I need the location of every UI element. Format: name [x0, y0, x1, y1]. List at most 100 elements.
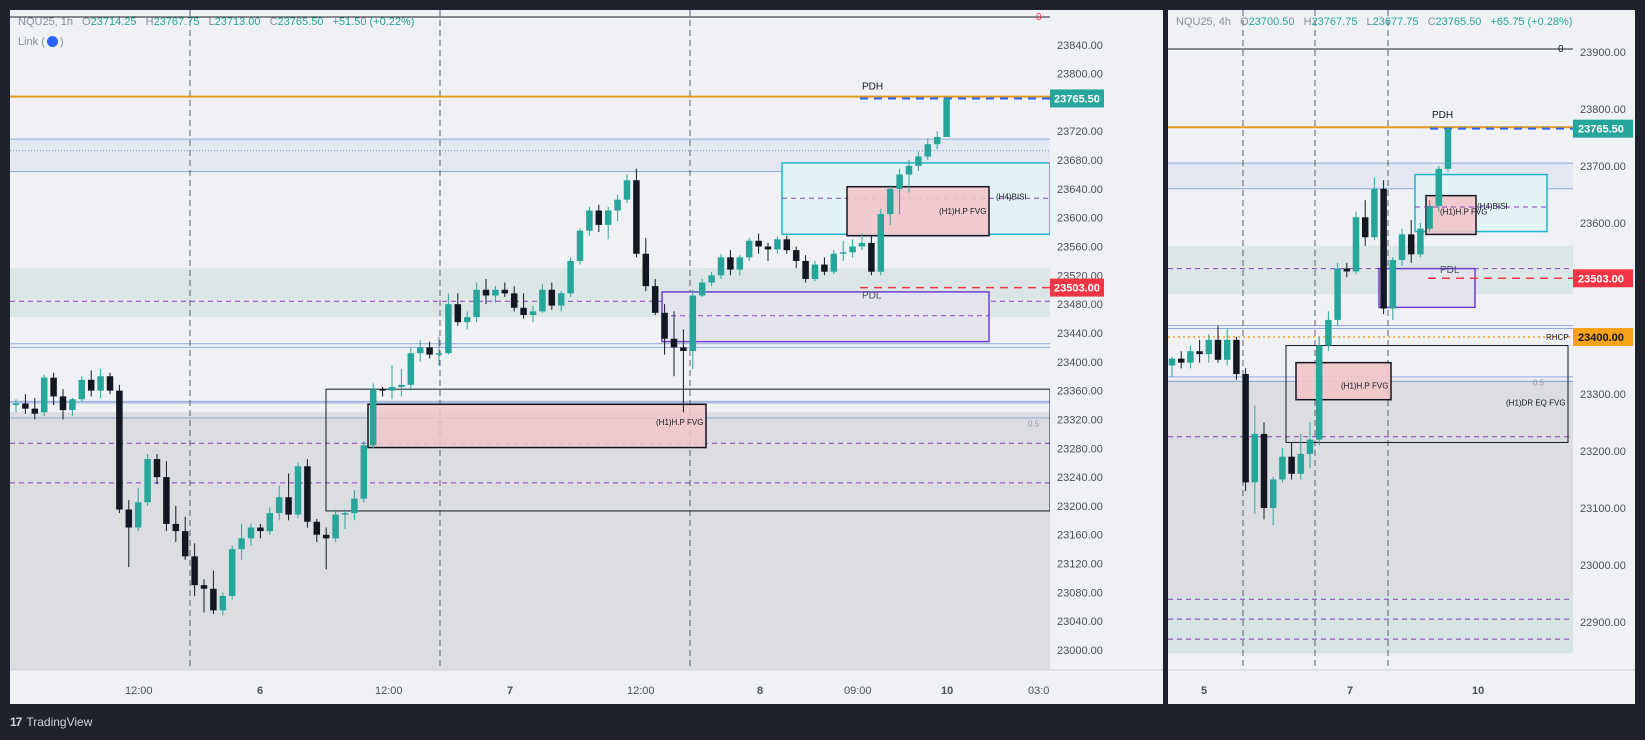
- last-price-tag: [1573, 119, 1633, 138]
- candle: [877, 214, 885, 272]
- candle: [1242, 374, 1249, 483]
- candle: [1407, 234, 1415, 255]
- candle: [388, 387, 396, 391]
- candle: [670, 338, 678, 348]
- candle: [548, 289, 556, 306]
- candle: [31, 408, 39, 414]
- symbol-label[interactable]: NQU25, 4h: [1176, 16, 1232, 28]
- candle: [736, 257, 744, 270]
- price-tick: 23080.00: [1057, 587, 1103, 599]
- price-chart-1h[interactable]: 0 (H1)H.P FVG (H4)BISI (H1)H.P FVG PDL 0.5 PDH…: [10, 10, 1163, 704]
- time-tick: 09:00: [844, 685, 872, 697]
- close-key: C: [269, 16, 278, 28]
- fvg-box-upper: [846, 185, 990, 237]
- candle: [811, 264, 819, 279]
- candle: [1371, 188, 1378, 238]
- candle: [22, 403, 29, 409]
- candle: [774, 239, 781, 250]
- price-tick: 23600.00: [1580, 218, 1626, 230]
- candle: [1315, 345, 1323, 440]
- candle: [1177, 358, 1185, 363]
- price-tick: 23040.00: [1057, 616, 1103, 628]
- link-dot-icon[interactable]: [46, 36, 58, 47]
- price-tick: 23100.00: [1580, 503, 1626, 515]
- pdl-price-label: 23503.00: [1578, 273, 1624, 285]
- candle: [435, 353, 443, 355]
- chart-pane-1h[interactable]: 0 (H1)H.P FVG (H4)BISI (H1)H.P FVG PDL 0.5 PDH…: [10, 10, 1163, 704]
- price-tick: 23900.00: [1580, 47, 1626, 59]
- link-toggle[interactable]: Link (): [18, 36, 64, 48]
- candle: [238, 538, 245, 550]
- candle: [933, 137, 941, 145]
- candle: [1380, 188, 1387, 309]
- candle: [454, 304, 462, 323]
- low-key: L: [208, 16, 215, 28]
- low-value: 23677.75: [1372, 16, 1419, 28]
- price-tick: 23440.00: [1057, 328, 1103, 340]
- tradingview-logo-icon: 17: [10, 715, 22, 729]
- equilibrium-zone: [1168, 245, 1573, 295]
- price-axis-bg: [1050, 10, 1163, 704]
- price-tick: 23000.00: [1580, 560, 1626, 572]
- candle: [1398, 234, 1406, 261]
- low-value: 23713.00: [214, 16, 261, 28]
- time-tick: 03:0: [1028, 685, 1049, 697]
- candle: [792, 250, 800, 261]
- symbol-label[interactable]: NQU25, 1h: [18, 16, 74, 28]
- candle: [313, 521, 321, 535]
- brand-label: TradingView: [26, 715, 93, 729]
- candle: [294, 466, 302, 515]
- time-tick: 6: [257, 685, 263, 697]
- price-chart-4h[interactable]: 0 RHCP (H1)DR EQ FVG (H1)H.P FVG PDL (H4)BISI…: [1168, 10, 1635, 704]
- discount-zone: [10, 412, 1050, 687]
- chart-pane-4h[interactable]: 0 RHCP (H1)DR EQ FVG (H1)H.P FVG PDL (H4)BISI…: [1168, 10, 1635, 704]
- candle: [1417, 228, 1424, 255]
- candle: [228, 549, 236, 596]
- price-tick: 23700.00: [1580, 161, 1626, 173]
- candle: [116, 390, 123, 510]
- price-tick: 23560.00: [1057, 242, 1103, 254]
- footer-brand[interactable]: 17 TradingView: [10, 712, 92, 732]
- fvg-box-lower: [367, 403, 707, 449]
- open-value: 23714.25: [90, 16, 137, 28]
- fvg-box: [1295, 361, 1392, 401]
- candle: [943, 98, 950, 138]
- time-tick: 10: [941, 685, 953, 697]
- price-tick: 23840.00: [1057, 40, 1103, 52]
- candle: [106, 376, 114, 391]
- candle: [1205, 339, 1213, 355]
- link-label: Link (: [18, 36, 45, 48]
- candle: [905, 165, 913, 175]
- candle: [482, 289, 490, 296]
- candle: [1325, 319, 1332, 346]
- time-axis-bg: [10, 670, 1163, 704]
- price-tick: 23720.00: [1057, 126, 1103, 138]
- price-tick: 23360.00: [1057, 386, 1103, 398]
- candle: [915, 156, 922, 166]
- price-tick: 23480.00: [1057, 299, 1103, 311]
- pdl-label: PDL: [862, 290, 882, 301]
- fvg-small-box: [1425, 194, 1477, 236]
- candle: [651, 286, 659, 313]
- candle: [745, 240, 753, 258]
- change-value: +51.50 (+0.22%): [332, 16, 415, 28]
- candle: [614, 199, 621, 211]
- close-value: 23765.50: [277, 16, 324, 28]
- pdl-box: [661, 291, 990, 343]
- candle: [134, 502, 142, 528]
- candle: [163, 477, 170, 524]
- candle: [1361, 217, 1369, 238]
- candle: [341, 513, 349, 515]
- candle: [1269, 479, 1277, 508]
- price-tick: 23800.00: [1580, 104, 1626, 116]
- candle: [463, 317, 471, 323]
- candle: [1444, 128, 1452, 169]
- open-key: O: [82, 16, 91, 28]
- change-value: +65.75 (+0.28%): [1490, 16, 1573, 28]
- candle: [97, 376, 104, 391]
- candle: [1352, 217, 1360, 272]
- last-price-label: 23765.50: [1578, 124, 1624, 136]
- candle: [510, 293, 518, 308]
- candle: [473, 289, 480, 318]
- candle: [219, 595, 227, 611]
